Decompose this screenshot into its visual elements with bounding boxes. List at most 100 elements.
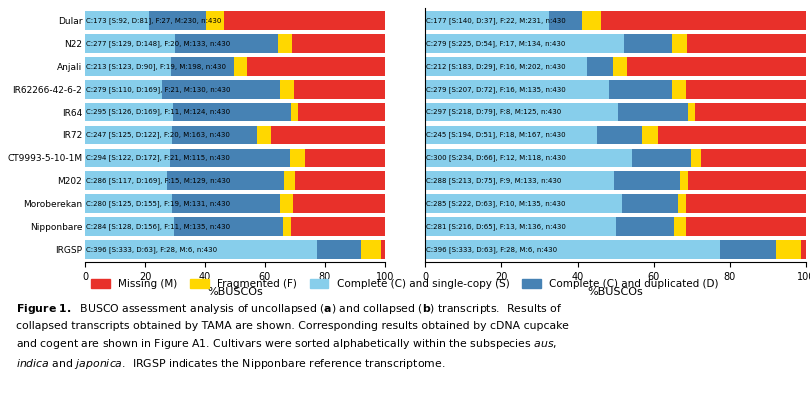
Text: C:295 [S:126, D:169], F:11, M:124, n:430: C:295 [S:126, D:169], F:11, M:124, n:430 xyxy=(86,109,230,116)
Bar xyxy=(800,240,806,259)
Bar xyxy=(290,148,305,167)
Bar xyxy=(658,126,806,144)
Bar xyxy=(85,126,173,144)
Text: C:396 [S:333, D:63], F:28, M:6, n:430: C:396 [S:333, D:63], F:28, M:6, n:430 xyxy=(86,246,217,253)
Bar xyxy=(425,240,720,259)
Bar xyxy=(701,148,806,167)
Bar xyxy=(162,80,279,99)
Bar xyxy=(85,171,167,190)
Text: a: a xyxy=(39,0,50,3)
Bar xyxy=(642,126,658,144)
Bar xyxy=(685,217,806,236)
Bar xyxy=(425,80,608,99)
Bar xyxy=(425,217,616,236)
Text: C:294 [S:122, D:172], F:21, M:115, n:430: C:294 [S:122, D:172], F:21, M:115, n:430 xyxy=(86,154,230,161)
Bar xyxy=(279,80,294,99)
Bar xyxy=(85,34,175,53)
Bar xyxy=(616,217,674,236)
Bar xyxy=(674,217,685,236)
Bar xyxy=(425,103,618,122)
Bar xyxy=(425,57,587,76)
Bar xyxy=(686,194,806,213)
Bar xyxy=(425,194,622,213)
Text: C:280 [S:125, D:155], F:19, M:131, n:430: C:280 [S:125, D:155], F:19, M:131, n:430 xyxy=(86,200,230,207)
Text: C:300 [S:234, D:66], F:12, M:118, n:430: C:300 [S:234, D:66], F:12, M:118, n:430 xyxy=(426,154,566,161)
Bar xyxy=(173,194,280,213)
Bar xyxy=(278,34,292,53)
Bar xyxy=(283,217,291,236)
Text: C:279 [S:207, D:72], F:16, M:135, n:430: C:279 [S:207, D:72], F:16, M:135, n:430 xyxy=(426,86,566,93)
Bar xyxy=(672,80,686,99)
Bar xyxy=(173,126,258,144)
Text: C:396 [S:333, D:63], F:28, M:6, n:430: C:396 [S:333, D:63], F:28, M:6, n:430 xyxy=(426,246,557,253)
Bar xyxy=(425,34,625,53)
Bar xyxy=(291,217,385,236)
Bar xyxy=(85,103,173,122)
Bar xyxy=(608,80,672,99)
Bar xyxy=(625,34,672,53)
Text: C:245 [S:194, D:51], F:18, M:167, n:430: C:245 [S:194, D:51], F:18, M:167, n:430 xyxy=(426,132,566,138)
Bar xyxy=(361,240,381,259)
Bar xyxy=(85,217,174,236)
Bar xyxy=(224,11,385,30)
Bar xyxy=(284,171,295,190)
Bar xyxy=(678,194,686,213)
Bar xyxy=(85,80,162,99)
Bar xyxy=(85,11,149,30)
Bar xyxy=(173,103,291,122)
Bar xyxy=(233,57,247,76)
Bar xyxy=(425,126,597,144)
Bar xyxy=(602,11,806,30)
Legend: Missing (M), Fragmented (F), Complete (C) and single-copy (S), Complete (C) and : Missing (M), Fragmented (F), Complete (C… xyxy=(88,276,722,292)
Text: C:247 [S:125, D:122], F:20, M:163, n:430: C:247 [S:125, D:122], F:20, M:163, n:430 xyxy=(86,132,230,138)
Bar xyxy=(294,80,385,99)
Bar xyxy=(293,194,385,213)
Bar xyxy=(720,240,776,259)
Bar xyxy=(691,148,701,167)
Text: C:277 [S:129, D:148], F:20, M:133, n:430: C:277 [S:129, D:148], F:20, M:133, n:430 xyxy=(86,40,230,47)
Bar xyxy=(686,80,806,99)
Bar xyxy=(247,57,385,76)
X-axis label: %BUSCOs: %BUSCOs xyxy=(207,287,262,297)
Bar xyxy=(672,34,688,53)
Bar xyxy=(271,126,385,144)
Bar xyxy=(614,171,680,190)
Bar xyxy=(688,171,806,190)
Bar xyxy=(292,34,385,53)
Bar xyxy=(549,11,582,30)
Text: C:213 [S:123, D:90], F:19, M:198, n:430: C:213 [S:123, D:90], F:19, M:198, n:430 xyxy=(86,63,226,70)
Bar xyxy=(258,126,271,144)
Bar xyxy=(291,103,298,122)
Text: C:279 [S:225, D:54], F:17, M:134, n:430: C:279 [S:225, D:54], F:17, M:134, n:430 xyxy=(426,40,565,47)
Bar xyxy=(305,148,385,167)
Bar xyxy=(174,217,283,236)
Bar xyxy=(613,57,627,76)
Text: C:212 [S:183, D:29], F:16, M:202, n:430: C:212 [S:183, D:29], F:16, M:202, n:430 xyxy=(426,63,566,70)
Bar xyxy=(582,11,602,30)
Bar xyxy=(170,148,290,167)
Text: C:281 [S:216, D:65], F:13, M:136, n:430: C:281 [S:216, D:65], F:13, M:136, n:430 xyxy=(426,223,566,230)
Text: C:279 [S:110, D:169], F:21, M:130, n:430: C:279 [S:110, D:169], F:21, M:130, n:430 xyxy=(86,86,231,93)
Bar xyxy=(425,11,549,30)
Bar xyxy=(688,103,695,122)
Bar xyxy=(85,194,173,213)
Text: C:284 [S:128, D:156], F:11, M:135, n:430: C:284 [S:128, D:156], F:11, M:135, n:430 xyxy=(86,223,230,230)
Bar xyxy=(695,103,806,122)
Text: C:177 [S:140, D:37], F:22, M:231, n:430: C:177 [S:140, D:37], F:22, M:231, n:430 xyxy=(426,17,566,24)
Bar xyxy=(295,171,385,190)
Text: C:173 [S:92, D:81], F:27, M:230, n:430: C:173 [S:92, D:81], F:27, M:230, n:430 xyxy=(86,17,221,24)
Bar xyxy=(318,240,361,259)
Bar xyxy=(776,240,800,259)
Bar xyxy=(622,194,678,213)
Bar xyxy=(149,11,206,30)
Bar xyxy=(587,57,613,76)
Text: C:286 [S:117, D:169], F:15, M:129, n:430: C:286 [S:117, D:169], F:15, M:129, n:430 xyxy=(86,177,230,184)
Text: $\bf{Figure\ 1.}$  BUSCO assessment analysis of uncollapsed ($\bf{a}$) and colla: $\bf{Figure\ 1.}$ BUSCO assessment analy… xyxy=(16,302,569,371)
Bar xyxy=(280,194,293,213)
Text: C:297 [S:218, D:79], F:8, M:125, n:430: C:297 [S:218, D:79], F:8, M:125, n:430 xyxy=(426,109,561,116)
Bar xyxy=(425,171,614,190)
Bar xyxy=(618,103,688,122)
Bar xyxy=(175,34,278,53)
Text: b: b xyxy=(410,0,422,3)
X-axis label: %BUSCOs: %BUSCOs xyxy=(588,287,643,297)
